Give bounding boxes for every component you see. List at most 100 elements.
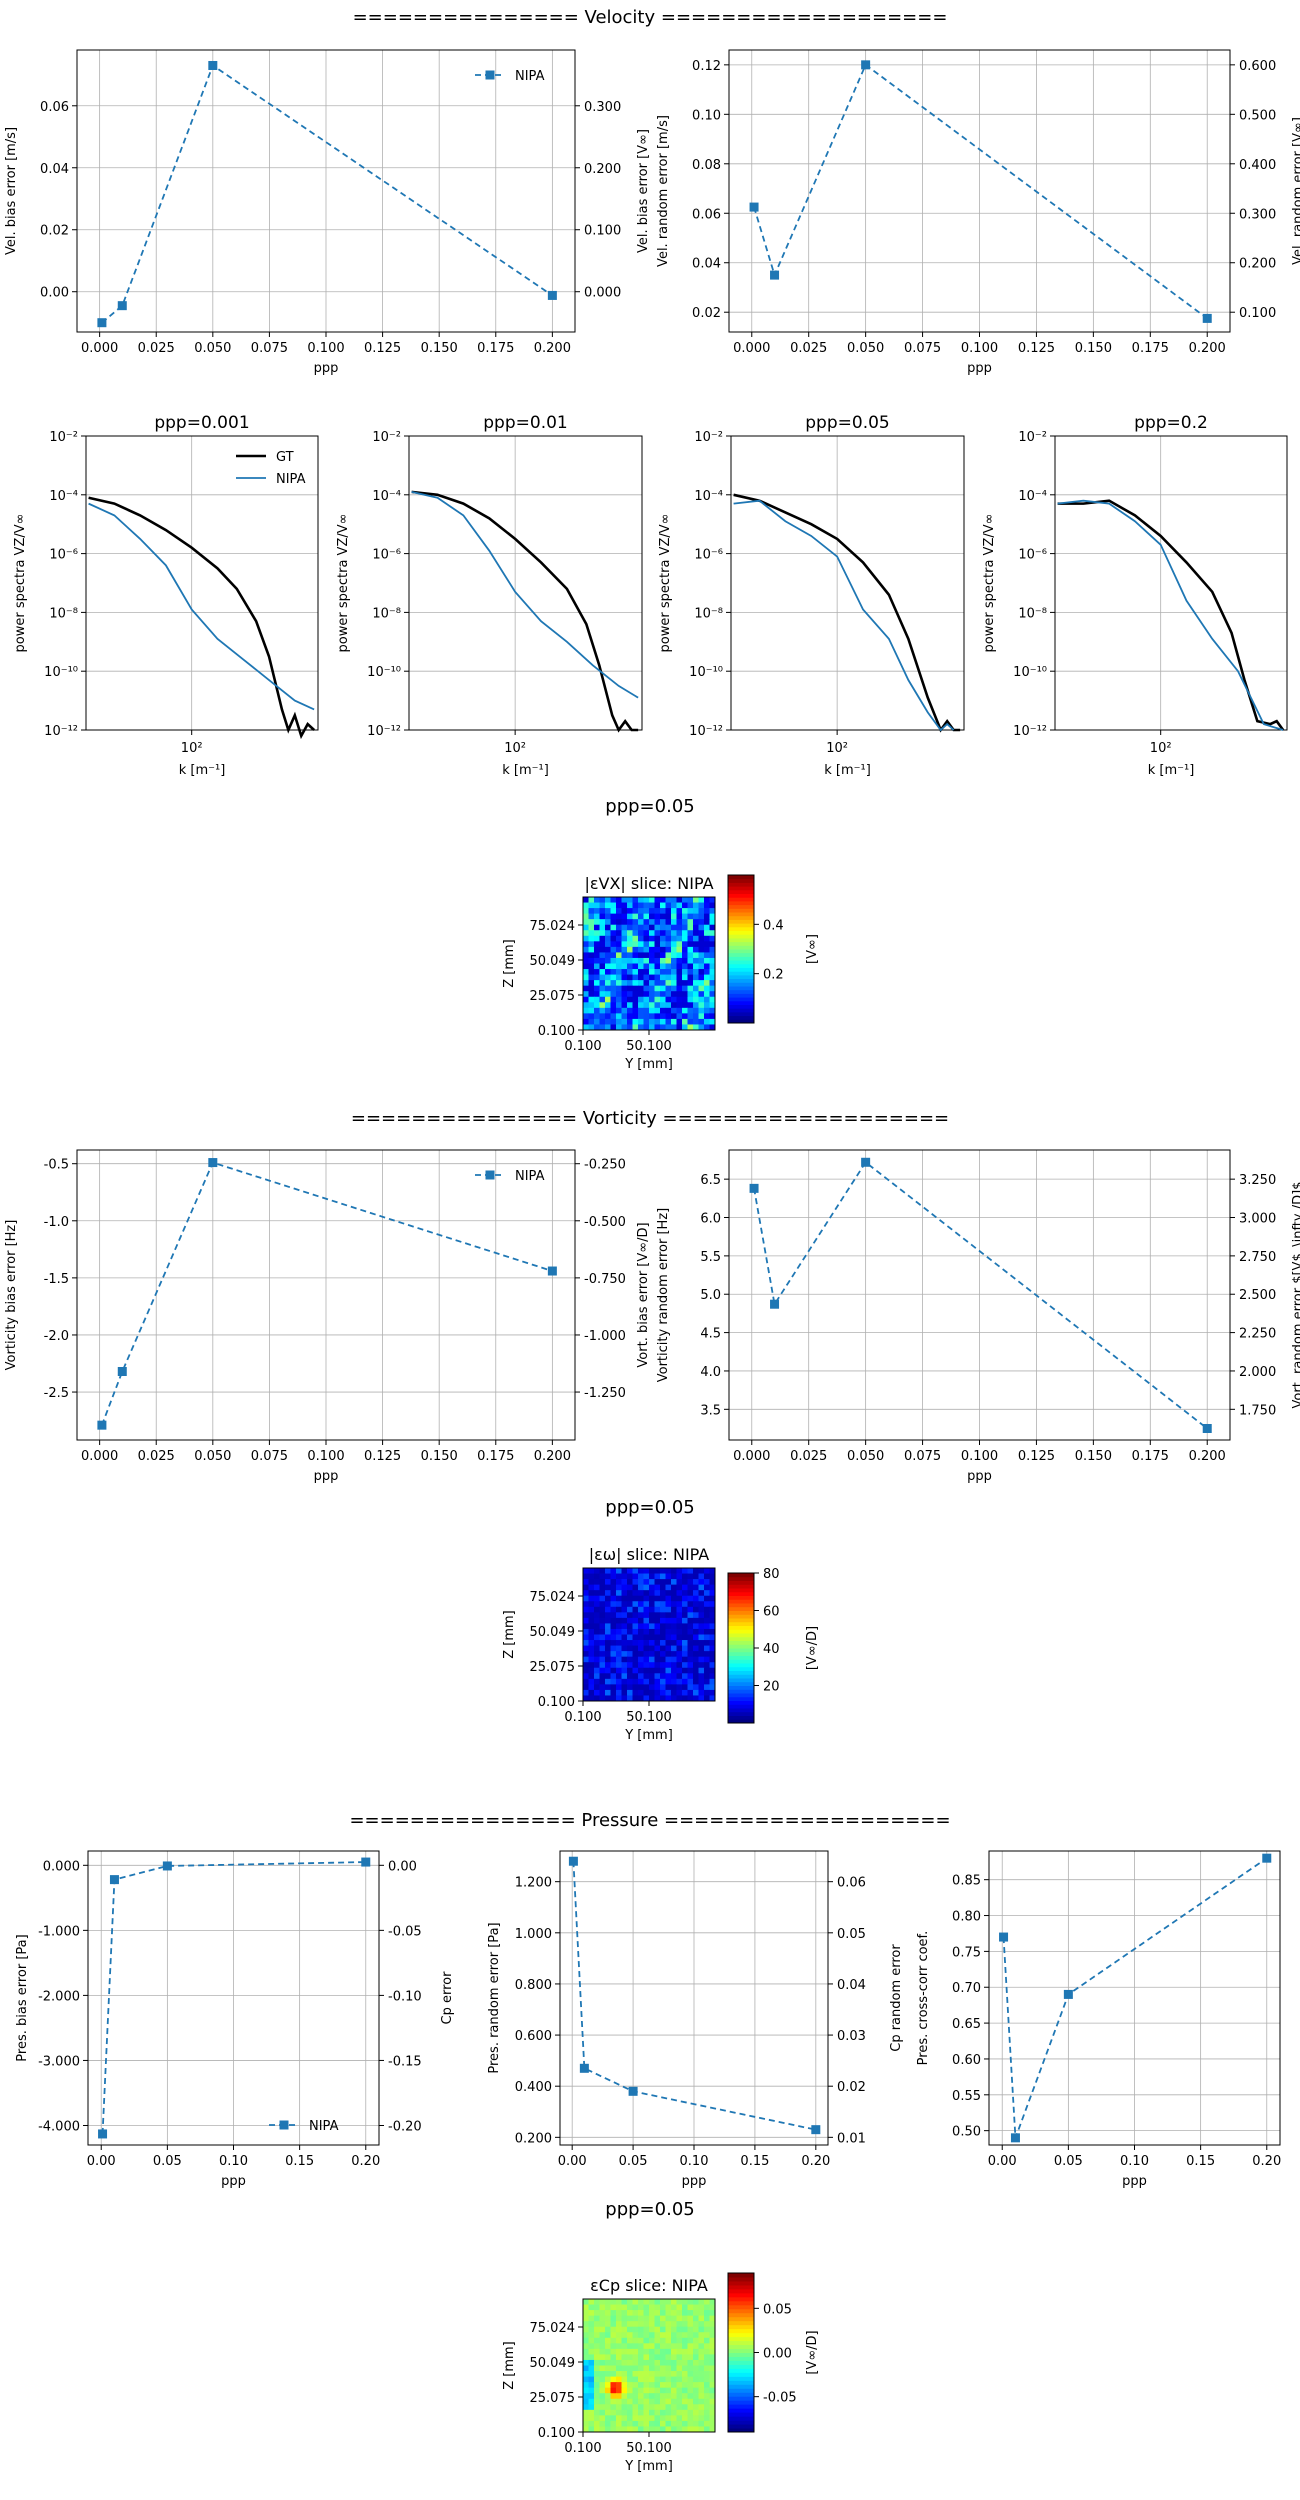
heatmap-cell xyxy=(698,2365,705,2372)
heatmap-cell xyxy=(638,1634,644,1641)
heatmap-cell xyxy=(671,952,677,959)
heatmap-cell xyxy=(610,2348,617,2355)
x-tick-label: 0.025 xyxy=(138,1449,175,1464)
heatmap-cell xyxy=(660,1623,666,1630)
heatmap-cell xyxy=(627,2409,633,2416)
heatmap-cell xyxy=(671,2337,677,2344)
colorbar-segment xyxy=(728,1715,754,1720)
heatmap-cell xyxy=(649,1002,655,1009)
x-tick-label: 0.20 xyxy=(1252,2154,1281,2169)
heatmap-cell xyxy=(594,996,600,1003)
heatmap-cell xyxy=(693,2420,699,2427)
heatmap-cell xyxy=(671,1673,677,1680)
heatmap-cell xyxy=(643,1568,650,1574)
heatmap-cell xyxy=(709,1667,716,1674)
colorbar-segment xyxy=(728,2284,754,2290)
heatmap-cell xyxy=(632,1568,639,1574)
heatmap-cell xyxy=(671,2315,677,2322)
heatmap-cell xyxy=(676,1018,683,1025)
heatmap-cell xyxy=(627,2321,633,2328)
heatmap-cell xyxy=(594,2348,600,2355)
heatmap-cell xyxy=(616,1695,622,1702)
heatmap-cell xyxy=(671,1601,677,1608)
colorbar-segment xyxy=(728,889,754,894)
heatmap-cell xyxy=(610,919,617,926)
y-tick-label: 0.55 xyxy=(952,2089,981,2104)
heatmap-cell xyxy=(594,2393,600,2400)
heatmap-cell xyxy=(676,913,683,920)
x-tick-label: 0.125 xyxy=(1018,341,1055,356)
y-tick-label: 10⁻⁴ xyxy=(49,489,78,504)
heatmap-cell xyxy=(627,996,633,1003)
colorbar-segment xyxy=(728,904,754,909)
x-tick-label: 0.200 xyxy=(1189,1449,1226,1464)
legend-label: NIPA xyxy=(309,2119,339,2134)
heatmap-cell xyxy=(682,1002,688,1009)
heatmap-cell xyxy=(671,2420,677,2427)
heatmap-cell xyxy=(632,913,639,920)
series-line-GT xyxy=(88,496,316,740)
heatmap-cell xyxy=(654,2404,661,2411)
heatmap-cell xyxy=(693,2326,699,2333)
heatmap-cell xyxy=(665,2310,672,2317)
heatmap-cell xyxy=(660,1645,666,1652)
heatmap-cell xyxy=(660,1007,666,1014)
heatmap-cell xyxy=(588,2409,595,2416)
heatmap-cell xyxy=(605,1590,611,1597)
heatmap-cell xyxy=(660,957,666,964)
heatmap-cell xyxy=(643,2398,650,2405)
heatmap-cell xyxy=(665,991,672,998)
data-point xyxy=(208,1158,218,1168)
heatmap-cell xyxy=(649,980,655,987)
heatmap-cell xyxy=(643,897,650,903)
heatmap-cell xyxy=(682,1617,688,1624)
heatmap-cell xyxy=(698,1678,705,1685)
heatmap-cell xyxy=(693,902,699,909)
colorbar-segment xyxy=(728,997,754,1002)
heatmap-cell xyxy=(665,985,672,992)
heatmap-cell xyxy=(671,1584,677,1591)
heatmap-cell xyxy=(605,1617,611,1624)
heatmap-cell xyxy=(660,991,666,998)
heatmap-cell xyxy=(676,1617,683,1624)
heatmap-cell xyxy=(660,1689,666,1696)
heatmap-cell xyxy=(687,1651,694,1658)
heatmap-cell xyxy=(654,1645,661,1652)
heatmap-cell xyxy=(709,908,716,915)
heatmap-cell xyxy=(693,991,699,998)
heatmap-cell xyxy=(676,1590,683,1597)
heatmap-cell xyxy=(654,2420,661,2427)
heatmap-cell xyxy=(671,1612,677,1619)
heatmap-cell xyxy=(632,1695,639,1702)
heatmap-cell xyxy=(671,2310,677,2317)
heatmap-cell xyxy=(698,1645,705,1652)
heatmap-cell xyxy=(605,2393,611,2400)
heatmap-cell xyxy=(660,2398,666,2405)
heatmap-cell xyxy=(649,1623,655,1630)
colorbar-segment xyxy=(728,1015,754,1020)
heatmap-cell xyxy=(621,963,628,970)
heatmap-cell xyxy=(627,2337,633,2344)
heatmap-cell xyxy=(643,1623,650,1630)
colorbar-segment xyxy=(728,1674,754,1679)
heatmap-cell xyxy=(676,2321,683,2328)
heatmap-cell xyxy=(643,2404,650,2411)
heatmap-cell xyxy=(643,1617,650,1624)
heatmap-cell xyxy=(616,1018,622,1025)
heatmap-cell xyxy=(588,1018,595,1025)
heatmap-cell xyxy=(643,2371,650,2377)
heatmap-cell xyxy=(638,2348,644,2355)
heatmap-cell xyxy=(676,969,683,975)
heatmap-cell xyxy=(627,2415,633,2422)
colorbar-segment xyxy=(728,2288,754,2294)
heatmap-cell xyxy=(693,985,699,992)
heatmap-cell xyxy=(599,1606,606,1613)
colorbar-segment xyxy=(728,989,754,994)
heatmap-cell xyxy=(638,2310,644,2317)
x-axis-label: Y [mm] xyxy=(624,1728,673,1743)
heatmap-cell xyxy=(632,1651,639,1658)
heatmap-cell xyxy=(605,2359,611,2366)
heatmap-cell xyxy=(605,902,611,909)
heatmap-cell xyxy=(687,2299,694,2305)
colorbar-segment xyxy=(728,2372,754,2377)
